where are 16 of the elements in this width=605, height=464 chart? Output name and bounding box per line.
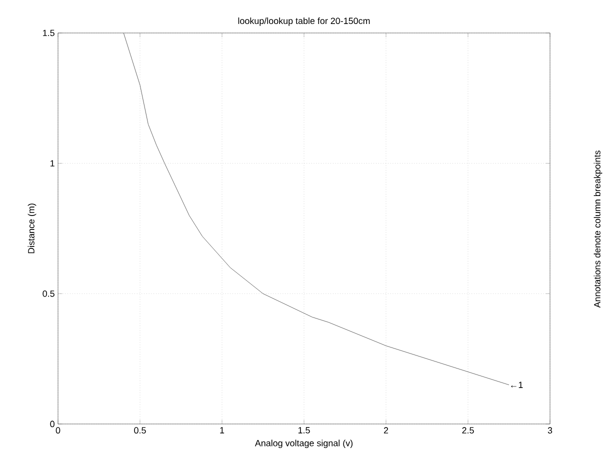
chart-title: lookup/lookup table for 20-150cm xyxy=(238,17,370,26)
y-axis-title: Distance (m) xyxy=(28,204,36,254)
x-axis-title: Analog voltage signal (v) xyxy=(254,440,353,448)
x-tick-label: 0.5 xyxy=(134,427,146,434)
y-tick-label: 1.5 xyxy=(43,30,54,36)
x-tick-label: 3 xyxy=(548,427,552,434)
text: Annotations denote column breakpoints xyxy=(594,150,602,308)
x-tick-label: 2 xyxy=(384,427,388,434)
annotation: ←1 xyxy=(511,382,523,388)
x-tick-label: 2.5 xyxy=(462,427,474,434)
y-tick-label: 0.5 xyxy=(42,290,54,297)
x-tick-label: 1.5 xyxy=(298,427,310,434)
x-tick-label: 1 xyxy=(220,427,224,434)
y-tick-label: 0 xyxy=(50,420,54,428)
y-tick-label: 1 xyxy=(50,160,54,166)
x-tick-label: 0 xyxy=(56,427,60,434)
